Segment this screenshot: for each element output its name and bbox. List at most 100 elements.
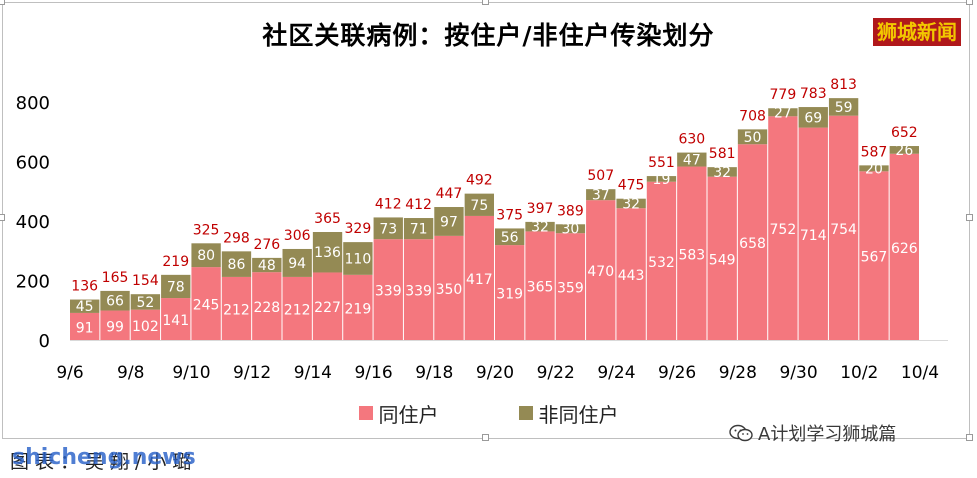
data-label-non-household: 56 xyxy=(501,230,519,246)
data-label-non-household: 50 xyxy=(744,130,762,146)
data-label-non-household: 136 xyxy=(314,245,341,261)
legend-swatch-household xyxy=(358,406,373,420)
data-label-total: 652 xyxy=(891,125,918,141)
x-tick-label: 9/8 xyxy=(117,363,144,383)
x-tick-label: 9/12 xyxy=(233,363,271,383)
resize-handle-right[interactable] xyxy=(966,214,973,221)
data-label-household: 102 xyxy=(132,319,159,335)
resize-handle-top[interactable] xyxy=(482,0,489,5)
resize-handle-bottom-right[interactable] xyxy=(966,434,973,441)
data-label-non-household: 94 xyxy=(288,256,306,272)
resize-handle-bottom[interactable] xyxy=(482,434,489,441)
bar-household xyxy=(525,231,555,340)
y-tick-label: 200 xyxy=(16,272,50,293)
bar-non-household xyxy=(828,98,859,116)
legend-item-household: 同住户 xyxy=(358,399,439,428)
data-label-total: 779 xyxy=(770,87,797,103)
data-label-household: 626 xyxy=(891,241,918,257)
data-label-total: 507 xyxy=(587,168,614,184)
bar-non-household xyxy=(768,108,798,117)
data-label-non-household: 20 xyxy=(865,161,883,177)
resize-handle-left[interactable] xyxy=(0,214,5,221)
bar-non-household xyxy=(130,294,161,310)
legend-label-non-household: 非同住户 xyxy=(538,402,619,427)
data-label-total: 325 xyxy=(193,222,220,238)
bar-household xyxy=(70,312,100,340)
data-label-non-household: 97 xyxy=(440,214,458,230)
x-tick-label: 9/28 xyxy=(719,363,757,383)
data-label-household: 99 xyxy=(106,319,124,335)
resize-handle-top-right[interactable] xyxy=(966,0,973,5)
data-label-non-household: 78 xyxy=(167,279,185,295)
data-label-non-household: 32 xyxy=(622,196,640,212)
x-tick-label: 9/6 xyxy=(56,363,83,383)
bar-household xyxy=(555,233,586,340)
data-label-total: 389 xyxy=(557,203,584,219)
bar-non-household xyxy=(889,146,919,154)
data-label-total: 447 xyxy=(436,186,463,202)
data-label-non-household: 48 xyxy=(258,258,276,274)
bar-household xyxy=(191,267,221,340)
x-tick-label: 9/20 xyxy=(476,363,514,383)
x-tick-label: 9/22 xyxy=(537,363,575,383)
data-label-household: 350 xyxy=(436,282,463,298)
data-label-non-household: 80 xyxy=(197,248,215,264)
data-label-total: 813 xyxy=(830,77,857,93)
x-tick-label: 9/30 xyxy=(779,363,817,383)
data-label-household: 583 xyxy=(678,247,705,263)
bar-non-household xyxy=(282,248,312,277)
legend-label-household: 同住户 xyxy=(378,402,439,427)
data-label-household: 714 xyxy=(800,228,827,244)
bar-household xyxy=(161,298,191,340)
data-label-total: 630 xyxy=(678,132,705,148)
bar-household xyxy=(221,276,252,340)
data-label-household: 339 xyxy=(375,284,402,300)
data-label-non-household: 73 xyxy=(379,221,397,237)
watermark-logo: 狮城新闻 xyxy=(873,18,961,46)
bar-non-household xyxy=(555,224,586,234)
data-label-non-household: 69 xyxy=(804,110,822,126)
data-label-total: 365 xyxy=(314,211,341,227)
bar-non-household xyxy=(373,217,403,240)
bar-household xyxy=(100,310,130,340)
bar-household xyxy=(737,144,768,340)
bar-non-household xyxy=(495,228,525,246)
data-label-total: 154 xyxy=(132,273,159,289)
data-label-non-household: 30 xyxy=(561,222,579,238)
data-label-non-household: 32 xyxy=(531,220,549,236)
bar-household xyxy=(434,235,464,340)
bar-household xyxy=(768,116,798,340)
data-label-total: 708 xyxy=(739,108,766,124)
resize-handle-top-left[interactable] xyxy=(0,0,5,5)
data-label-non-household: 75 xyxy=(470,198,488,214)
x-tick-label: 10/4 xyxy=(901,363,939,383)
data-label-total: 412 xyxy=(405,197,432,213)
data-label-household: 339 xyxy=(405,284,432,300)
bar-household xyxy=(646,181,677,340)
data-label-household: 319 xyxy=(496,287,523,303)
x-tick-label: 10/2 xyxy=(840,363,878,383)
data-label-total: 581 xyxy=(709,146,736,162)
bar-household xyxy=(616,208,646,340)
bar-household xyxy=(859,171,889,340)
bar-household xyxy=(403,239,434,340)
bar-non-household xyxy=(221,251,252,277)
y-tick-label: 600 xyxy=(16,153,50,174)
data-label-household: 219 xyxy=(345,301,372,317)
data-label-non-household: 66 xyxy=(106,294,124,310)
data-label-total: 276 xyxy=(253,237,280,253)
data-label-total: 587 xyxy=(861,144,888,160)
data-label-household: 443 xyxy=(618,268,645,284)
bar-household xyxy=(586,200,616,340)
data-label-household: 658 xyxy=(739,236,766,252)
bar-household xyxy=(373,239,403,340)
data-label-household: 752 xyxy=(770,222,797,238)
image-caption: 图表：吴翔/小璐 xyxy=(10,451,198,473)
bar-non-household xyxy=(646,176,677,182)
bar-non-household xyxy=(312,232,343,273)
data-label-household: 417 xyxy=(466,272,493,288)
chart-title: 社区关联病例：按住户/非住户传染划分 xyxy=(262,21,715,50)
data-label-total: 492 xyxy=(466,173,493,189)
data-label-total: 475 xyxy=(618,178,645,194)
data-label-total: 412 xyxy=(375,196,402,212)
